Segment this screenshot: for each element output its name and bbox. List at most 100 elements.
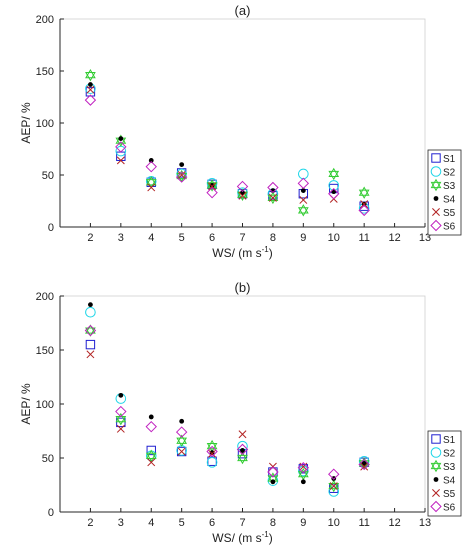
legend-box [427,149,462,236]
point-s4-5 [179,418,185,424]
point-s6-3 [115,405,127,418]
legend-marker-s2 [430,166,442,177]
point-s3-9 [297,204,309,217]
legend-label-s1: S1 [443,435,456,446]
point-s4-7 [240,448,245,453]
point-s6-9 [297,177,310,190]
legend-marker-s4 [433,477,439,482]
plot-area [59,295,426,513]
point-s5-6 [208,449,217,458]
y-tick-label: 100 [36,118,54,130]
point-s4-3 [118,136,124,142]
point-s5-7 [238,430,247,439]
x-tick-label: 7 [239,232,245,244]
x-tick-label: 2 [87,232,93,244]
legend-marker-s6 [430,500,442,513]
y-tick-label: 0 [48,507,54,519]
point-s5-9 [299,462,308,471]
legend-label-s2: S2 [443,168,456,179]
point-s2-6 [206,457,218,468]
point-s5-5 [177,447,186,456]
legend-marker-s3 [430,178,442,192]
point-s5-7 [238,191,247,200]
x-tick-label: 8 [270,517,276,529]
y-tick-label: 0 [48,222,54,234]
panel-b: (b) 0 50 100 150 200 2 3 4 5 6 7 8 9 10 11 12 13 WS/ (m s-… [19,280,462,545]
legend-marker-s1 [431,434,441,444]
point-s3-11 [358,186,370,199]
point-s6-4 [145,160,157,173]
legend-marker-s6 [430,219,442,232]
legend-label-s5: S5 [443,208,456,219]
point-s4-5 [179,162,185,168]
x-tick-label: 3 [118,232,124,244]
point-s6-7 [236,443,249,456]
y-axis-label: AEP/ % [19,102,33,144]
point-s6-4 [145,420,157,433]
point-s5-6 [208,182,217,191]
point-s3-9 [297,468,309,481]
legend-label-s6: S6 [443,222,456,233]
point-s4-6 [209,450,215,455]
point-s2-2 [85,306,96,318]
point-s4-2 [88,302,93,308]
point-s4-11 [361,461,367,466]
point-s4-6 [209,183,215,188]
point-s4-3 [118,392,124,398]
point-s3-2 [85,324,96,337]
point-s4-9 [300,188,306,194]
point-s4-8 [270,479,276,485]
point-s3-4 [145,449,157,463]
x-tick-label: 12 [388,517,400,529]
y-tick-label: 150 [36,66,54,78]
x-tick-label: 5 [179,517,185,529]
point-s4-9 [300,479,306,485]
point-s6-2 [84,324,97,337]
point-s4-4 [148,414,154,420]
legend: S1 S2 S3 S4 S5 S6 [427,430,462,517]
x-tick-label: 4 [148,232,154,244]
point-s6-10 [328,188,340,200]
legend-marker-s5 [432,208,440,216]
legend: S1 S2 S3 S4 S5 S6 [427,149,462,236]
point-s3-8 [267,191,279,205]
panel-title: (a) [235,3,251,18]
x-tick-label: 10 [328,232,340,244]
x-tick-label: 13 [419,517,431,529]
legend-label-s5: S5 [443,489,456,500]
legend-label-s3: S3 [443,462,456,473]
point-s6-6 [206,186,218,199]
legend-marker-s1 [431,153,441,163]
x-tick-label: 11 [358,517,369,529]
y-tick-label: 150 [36,345,54,357]
point-s5-3 [116,424,125,433]
point-s4-2 [88,82,93,87]
x-tick-label: 7 [239,517,245,529]
point-s3-10 [328,479,340,493]
y-axis-label: AEP/ % [19,383,33,425]
legend-marker-s2 [430,447,442,458]
point-s5-11 [360,462,369,471]
point-s1-3 [116,417,126,428]
x-tick-label: 4 [148,517,154,529]
x-tick-label: 2 [87,517,93,529]
panel-title: (b) [235,280,251,295]
x-tick-label: 12 [388,232,400,244]
y-tick-label: 100 [36,399,54,411]
series-s6 [84,324,370,480]
point-s6-8 [267,466,279,478]
legend-label-s4: S4 [443,195,456,206]
point-s3-6 [206,439,218,453]
point-s6-10 [328,468,340,480]
point-s5-11 [360,200,369,209]
point-s5-4 [147,458,156,467]
x-tick-label: 8 [270,232,276,244]
point-s5-4 [147,183,156,192]
x-axis-label: WS/ (m s-1) [212,530,272,545]
point-s6-11 [358,204,370,217]
point-s6-5 [175,426,188,438]
legend-label-s4: S4 [443,476,456,487]
x-tick-label: 9 [300,232,306,244]
point-s5-5 [177,171,186,179]
